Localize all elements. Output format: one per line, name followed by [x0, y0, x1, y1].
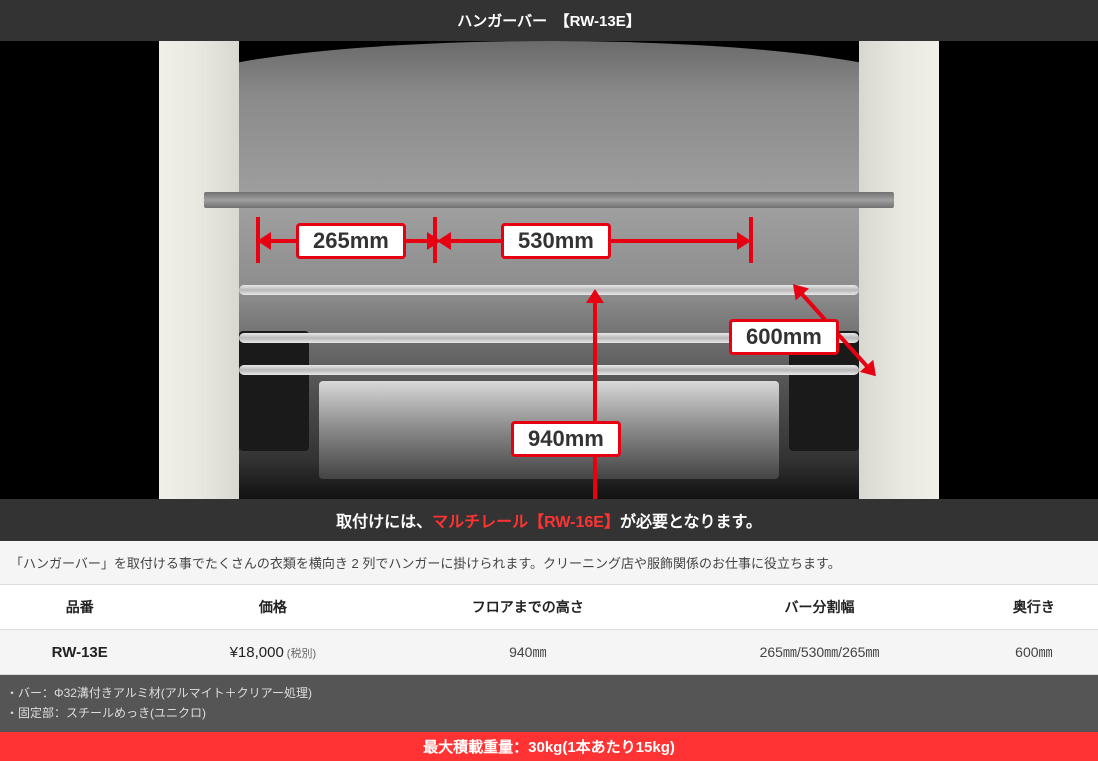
cell-model: RW-13E — [0, 630, 159, 675]
cell-bar-split: 265㎜/530㎜/265㎜ — [669, 630, 969, 675]
price-value: ¥18,000 — [230, 644, 284, 661]
cell-depth: 600㎜ — [970, 630, 1098, 675]
max-load-text: 最大積載重量：30kg(1本あたり15kg) — [423, 739, 675, 756]
cell-floor-height: 940㎜ — [386, 630, 669, 675]
mounting-rail — [204, 192, 894, 208]
col-bar-split: バー分割幅 — [669, 585, 969, 630]
vehicle-window-left — [239, 331, 309, 451]
material-line-2: ・固定部：スチールめっき(ユニクロ) — [6, 703, 1092, 723]
col-floor-height: フロアまでの高さ — [386, 585, 669, 630]
hanger-bar-3 — [239, 365, 859, 375]
col-depth: 奥行き — [970, 585, 1098, 630]
description-text: 「ハンガーバー」を取付ける事でたくさんの衣類を横向き 2 列でハンガーに掛けられ… — [10, 556, 841, 571]
price-note: (税別) — [287, 648, 316, 660]
description-area: 「ハンガーバー」を取付ける事でたくさんの衣類を横向き 2 列でハンガーに掛けられ… — [0, 541, 1098, 584]
table-row: RW-13E ¥18,000(税別) 940㎜ 265㎜/530㎜/265㎜ 6… — [0, 630, 1098, 675]
model-value: RW-13E — [52, 644, 108, 661]
materials-area: ・バー：Φ32溝付きアルミ材(アルマイト＋クリアー処理) ・固定部：スチールめっ… — [0, 675, 1098, 732]
product-image: 265mm 530mm 600mm 940mm — [159, 41, 939, 499]
col-price: 価格 — [159, 585, 386, 630]
hanger-bar-1 — [239, 285, 859, 295]
notice-highlighted: マルチレール【RW-16E】 — [432, 514, 620, 531]
cell-price: ¥18,000(税別) — [159, 630, 386, 675]
product-title-bar: ハンガーバー 【RW-13E】 — [0, 0, 1098, 41]
product-image-area: 265mm 530mm 600mm 940mm — [0, 41, 1098, 499]
max-load-bar: 最大積載重量：30kg(1本あたり15kg) — [0, 732, 1098, 761]
material-line-1: ・バー：Φ32溝付きアルミ材(アルマイト＋クリアー処理) — [6, 683, 1092, 703]
dimension-label-600: 600mm — [729, 319, 839, 355]
dimension-label-530: 530mm — [501, 223, 611, 259]
dimension-label-940: 940mm — [511, 421, 621, 457]
arrow-940mm — [593, 301, 597, 499]
product-title: ハンガーバー 【RW-13E】 — [457, 13, 640, 30]
dimension-label-265: 265mm — [296, 223, 406, 259]
install-notice-bar: 取付けには、マルチレール【RW-16E】が必要となります。 — [0, 499, 1098, 541]
vehicle-pillar-left — [159, 41, 239, 499]
spec-table: 品番 価格 フロアまでの高さ バー分割幅 奥行き RW-13E ¥18,000(… — [0, 584, 1098, 675]
vehicle-pillar-right — [859, 41, 939, 499]
vehicle-ceiling — [159, 41, 939, 311]
col-model: 品番 — [0, 585, 159, 630]
notice-prefix: 取付けには、 — [336, 514, 432, 531]
notice-suffix: が必要となります。 — [620, 514, 762, 531]
table-header-row: 品番 価格 フロアまでの高さ バー分割幅 奥行き — [0, 585, 1098, 630]
